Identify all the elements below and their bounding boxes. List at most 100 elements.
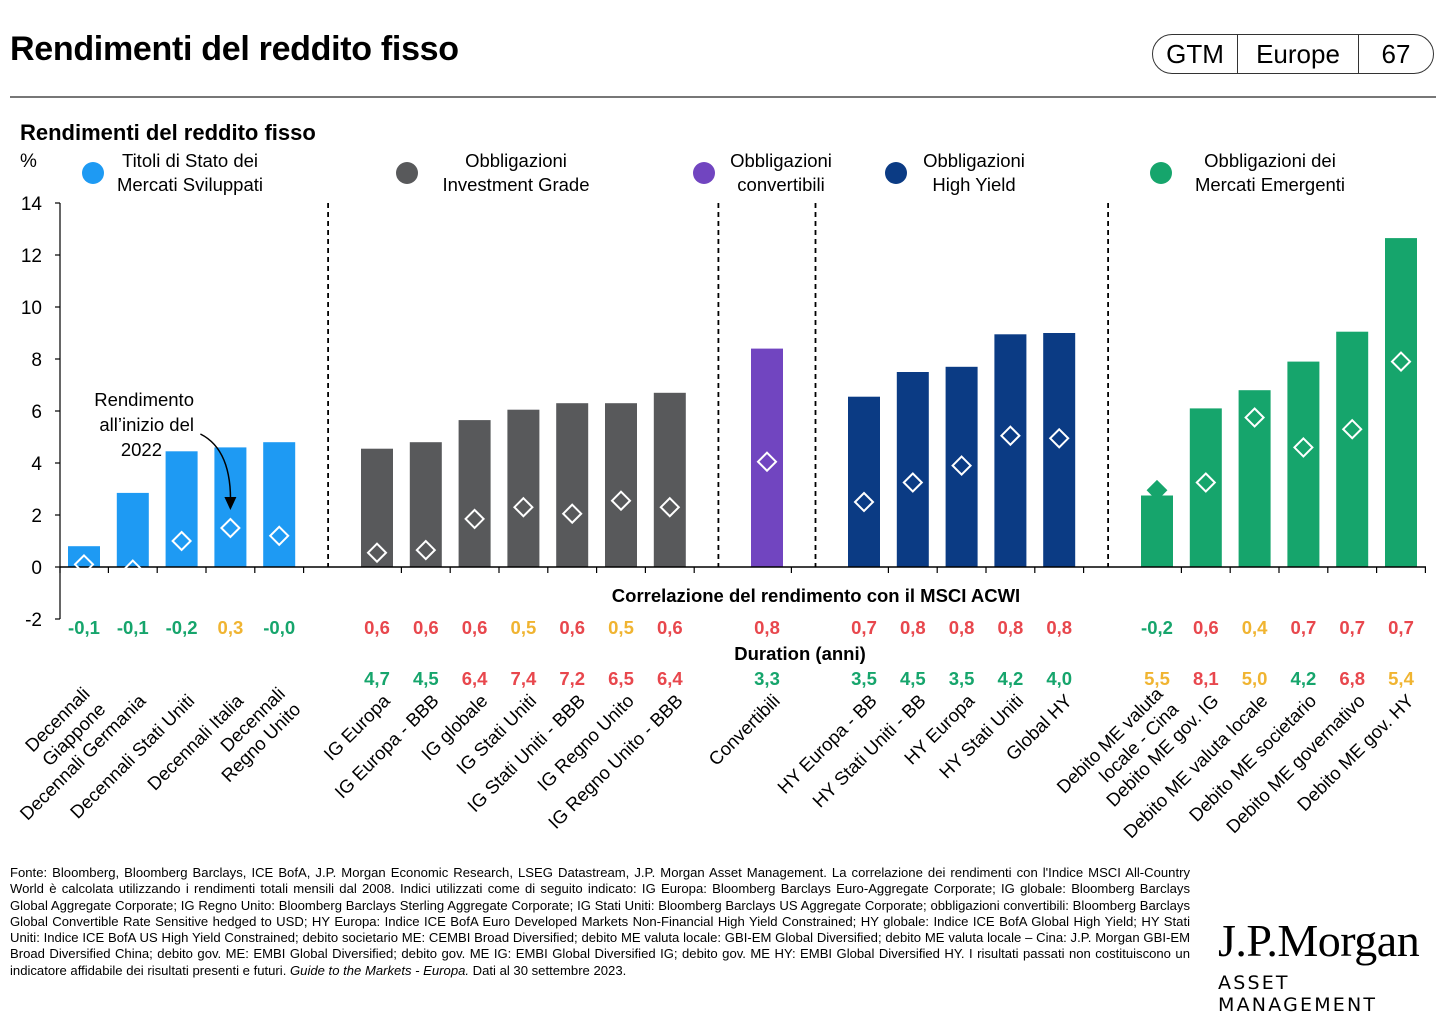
- bar: [1043, 333, 1076, 567]
- bar: [116, 492, 149, 567]
- bar: [556, 403, 589, 567]
- y-tick-label: 12: [21, 246, 42, 267]
- duration-value: 3,5: [949, 668, 975, 689]
- legend-label: Obbligazioni dei: [1204, 150, 1336, 171]
- correlation-value: 0,7: [1388, 617, 1414, 638]
- duration-value: 4,5: [413, 668, 439, 689]
- legend-label: Mercati Sviluppati: [117, 174, 263, 195]
- header-divider: [10, 96, 1436, 98]
- start-2022-marker: [415, 539, 437, 561]
- start-2022-marker: [610, 490, 632, 512]
- bar: [1189, 408, 1222, 567]
- legend-label: Obbligazioni: [923, 150, 1025, 171]
- bar: [751, 348, 783, 567]
- bar-chart: -2 0 2 4 6 8 10 12 14 Rendimento all’inizio del 202…: [16, 150, 1427, 842]
- legend-label: convertibili: [737, 174, 824, 195]
- jpmorgan-logo: J.P.Morgan ASSET MANAGEMENT: [1218, 915, 1438, 1017]
- start-2022-marker: [561, 503, 583, 525]
- correlation-value: -0,0: [263, 617, 295, 638]
- start-2022-marker: [219, 517, 241, 539]
- start-2022-marker: [1341, 418, 1363, 440]
- start-2022-marker: [1195, 472, 1217, 493]
- start-2022-marker: [171, 530, 193, 552]
- start-2022-marker: [999, 425, 1021, 447]
- duration-value: 4,0: [1046, 668, 1072, 689]
- bar: [994, 334, 1027, 567]
- badge-page-number: 67: [1381, 38, 1411, 69]
- duration-value: 6,8: [1339, 668, 1365, 689]
- duration-value: 5,4: [1388, 668, 1414, 689]
- annotation-label: all’inizio del: [99, 414, 194, 435]
- y-tick-label: 0: [31, 558, 42, 579]
- bar: [458, 420, 491, 567]
- start-2022-marker: [1048, 427, 1070, 449]
- start-2022-marker: [122, 559, 144, 581]
- source-footnote: Fonte: Bloomberg, Bloomberg Barclays, IC…: [10, 865, 1190, 979]
- legend-label: Obbligazioni: [465, 150, 567, 171]
- page-title: Rendimenti del reddito fisso: [10, 30, 459, 68]
- start-2022-marker: [1244, 407, 1266, 428]
- legend-label: Titoli di Stato dei: [122, 150, 258, 171]
- y-tick-label: -2: [25, 610, 42, 631]
- duration-value: 5,0: [1242, 668, 1268, 689]
- start-2022-marker: [1292, 436, 1314, 458]
- bar: [1336, 331, 1369, 567]
- duration-value: 6,4: [657, 668, 683, 689]
- correlation-value: 0,6: [657, 617, 683, 638]
- bar: [653, 392, 686, 567]
- correlation-value: 0,6: [462, 617, 488, 638]
- correlation-value: 0,6: [1193, 617, 1219, 638]
- duration-value: 6,4: [462, 668, 488, 689]
- start-2022-marker: [268, 525, 290, 547]
- annotation-label: 2022: [121, 439, 162, 460]
- chart-title: Rendimenti del reddito fisso: [20, 120, 316, 145]
- correlation-value: 0,8: [754, 617, 780, 638]
- x-category-label: Convertibili: [704, 690, 784, 770]
- correlation-value: 0,6: [364, 617, 390, 638]
- legend-label: Investment Grade: [442, 174, 589, 195]
- correlation-value: 0,8: [1046, 617, 1072, 638]
- bar: [1141, 495, 1173, 567]
- start-2022-marker: [73, 553, 95, 575]
- start-2022-marker: [853, 491, 875, 513]
- annotation-arrow: [200, 433, 232, 507]
- correlation-value: -0,1: [68, 617, 100, 638]
- bar: [409, 442, 442, 567]
- bar: [1238, 390, 1271, 567]
- start-2022-marker: [756, 451, 778, 473]
- duration-value: 3,3: [754, 668, 780, 689]
- duration-value: 5,5: [1144, 668, 1170, 689]
- duration-value: 8,1: [1193, 668, 1219, 689]
- start-2022-marker: [902, 472, 924, 493]
- y-axis-unit: %: [20, 151, 37, 172]
- badge-region: Europe: [1238, 35, 1359, 73]
- start-2022-marker: [1390, 351, 1412, 373]
- y-tick-label: 2: [31, 506, 42, 527]
- y-tick-label: 8: [31, 350, 42, 371]
- correlation-value: 0,8: [900, 617, 926, 638]
- bar: [605, 403, 637, 567]
- footnote-text: Fonte: Bloomberg, Bloomberg Barclays, IC…: [10, 865, 1190, 978]
- annotation-arrowhead: [224, 497, 237, 510]
- bar: [165, 451, 198, 567]
- bar: [1287, 361, 1320, 567]
- legend-swatch: [1150, 162, 1172, 184]
- y-tick-label: 6: [31, 402, 42, 423]
- start-2022-marker: [366, 542, 388, 564]
- bar: [361, 448, 393, 567]
- legend-swatch: [396, 162, 418, 184]
- start-2022-marker: [659, 496, 681, 518]
- duration-value: 4,7: [364, 668, 390, 689]
- correlation-value: -0,2: [166, 617, 198, 638]
- correlation-value: 0,7: [1291, 617, 1317, 638]
- bar: [896, 372, 929, 567]
- legend-label: High Yield: [932, 174, 1015, 195]
- correlation-label: Correlazione del rendimento con il MSCI …: [612, 585, 1020, 606]
- legend-swatch: [693, 162, 715, 184]
- bar: [848, 396, 880, 567]
- logo-wordmark: J.P.Morgan: [1218, 915, 1420, 966]
- legend-swatch: [885, 162, 907, 184]
- correlation-value: 0,8: [998, 617, 1024, 638]
- start-2022-marker: [1146, 479, 1168, 501]
- correlation-value: 0,7: [851, 617, 877, 638]
